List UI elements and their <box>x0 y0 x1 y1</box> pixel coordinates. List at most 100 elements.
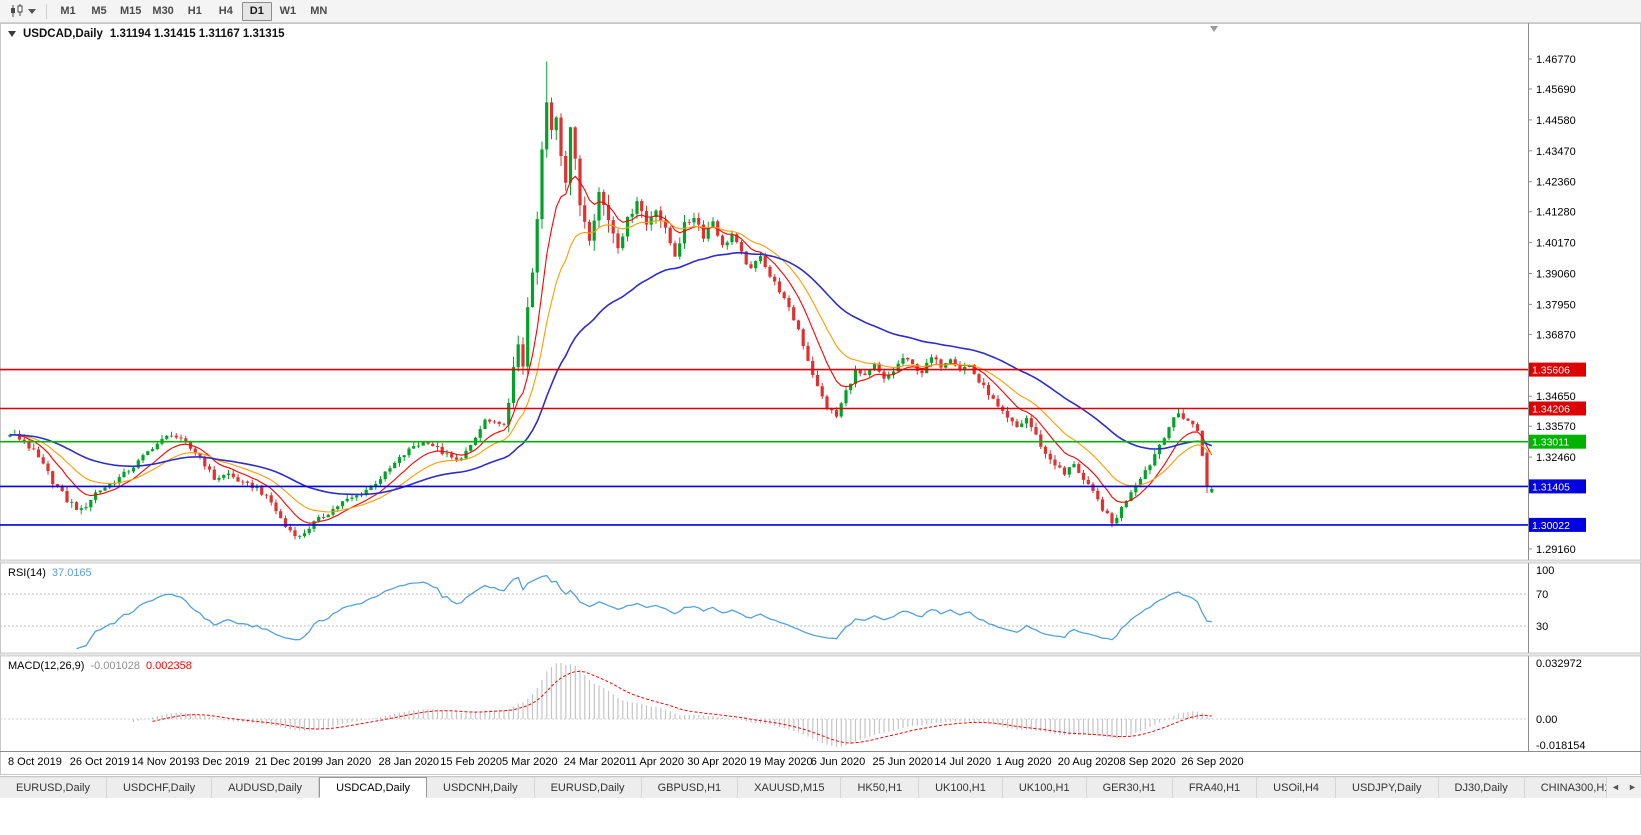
svg-text:1.33011: 1.33011 <box>1532 437 1569 449</box>
candles <box>8 61 1214 540</box>
splitter-macd[interactable] <box>0 652 1641 657</box>
svg-text:8 Oct 2019: 8 Oct 2019 <box>8 756 62 768</box>
svg-text:26 Sep 2020: 26 Sep 2020 <box>1181 756 1243 768</box>
svg-text:1.30022: 1.30022 <box>1532 520 1570 532</box>
splitter-rsi[interactable] <box>0 559 1641 564</box>
svg-text:11 Apr 2020: 11 Apr 2020 <box>626 756 685 768</box>
ma-line-45 <box>10 252 1213 496</box>
svg-text:1.32460: 1.32460 <box>1536 452 1576 464</box>
macd-label: MACD(12,26,9) -0.001028 0.002358 <box>8 660 192 672</box>
svg-text:3 Dec 2019: 3 Dec 2019 <box>193 756 249 768</box>
svg-text:1.39060: 1.39060 <box>1536 268 1576 280</box>
svg-text:14 Jul 2020: 14 Jul 2020 <box>934 756 991 768</box>
price-tag-1.34206 <box>1528 401 1586 416</box>
svg-text:70: 70 <box>1536 589 1548 601</box>
rsi-label: RSI(14) 37.0165 <box>8 567 92 579</box>
chart-tab[interactable]: USDCHF,Daily <box>106 777 213 798</box>
macd-panel: 0.032972 0.00 -0.018154 MACD(12,26,9) -0.001… <box>0 658 1586 752</box>
svg-text:1.29160: 1.29160 <box>1536 544 1576 556</box>
chart-tab[interactable]: DJ30,Daily <box>1438 777 1525 798</box>
svg-text:1.46770: 1.46770 <box>1536 54 1576 66</box>
svg-text:1.44580: 1.44580 <box>1536 115 1576 127</box>
timeframe-button-d1[interactable]: D1 <box>241 1 272 21</box>
svg-text:28 Jan 2020: 28 Jan 2020 <box>379 756 440 768</box>
svg-text:24 Mar 2020: 24 Mar 2020 <box>564 756 626 768</box>
toolbar-separator <box>46 3 47 19</box>
chart-tab[interactable]: USDCAD,Daily <box>319 777 428 798</box>
timeframe-button-m1[interactable]: M1 <box>60 4 76 17</box>
chart-tab-bar: EURUSD,Daily USDCHF,Daily AUDUSD,Daily USDC… <box>0 776 1641 798</box>
one-click-trading-toggle-icon[interactable] <box>8 31 16 37</box>
ma-line-9 <box>9 175 1213 524</box>
price-axis[interactable]: 1.46770 1.45690 1.44580 1.43470 1.42360 1.412… <box>1528 23 1576 751</box>
svg-text:1.31405: 1.31405 <box>1532 481 1570 493</box>
chart-tab[interactable]: USDCNH,Daily <box>427 777 535 798</box>
chart-window: USDCAD,Daily 1.31194 1.31415 1.31167 1.3… <box>0 23 1641 776</box>
chart-tab[interactable]: FRA40,H1 <box>1172 777 1258 798</box>
chart-tab[interactable]: USOil,H4 <box>1257 777 1337 798</box>
chart-tab[interactable]: GER30,H1 <box>1086 777 1173 798</box>
ma-line-18 <box>9 220 1213 513</box>
timeframe-button-h1[interactable]: H1 <box>187 4 202 17</box>
chart-tab[interactable]: UK100,H1 <box>1002 777 1087 798</box>
rsi-panel: 100 70 30 RSI(14) 37.0165 <box>0 565 1554 650</box>
tab-scroll-right-icon[interactable]: ► <box>1628 782 1637 792</box>
svg-text:-0.018154: -0.018154 <box>1536 740 1586 752</box>
svg-text:1.42360: 1.42360 <box>1536 177 1576 189</box>
svg-text:1.35606: 1.35606 <box>1532 365 1570 377</box>
chart-tab[interactable]: UK100,H1 <box>919 777 1003 798</box>
svg-text:0.032972: 0.032972 <box>1536 658 1582 670</box>
chart-tab[interactable]: CHINA300,H1 <box>1524 777 1628 798</box>
chart-ohlc-values: 1.31194 1.31415 1.31167 1.31315 <box>109 28 285 40</box>
chart-tab[interactable]: EURUSD,Daily <box>534 777 642 798</box>
svg-text:1.34206: 1.34206 <box>1532 404 1570 416</box>
svg-text:30: 30 <box>1536 621 1548 633</box>
timeframe-button-w1[interactable]: W1 <box>279 4 297 17</box>
svg-text:6 Jun 2020: 6 Jun 2020 <box>811 756 865 768</box>
chart-border <box>0 23 1641 775</box>
svg-text:1.36870: 1.36870 <box>1536 329 1576 341</box>
svg-text:9 Jan 2020: 9 Jan 2020 <box>317 756 371 768</box>
svg-text:14 Nov 2019: 14 Nov 2019 <box>132 756 194 768</box>
price-tag-1.31405 <box>1528 479 1586 494</box>
svg-text:1 Aug 2020: 1 Aug 2020 <box>996 756 1052 768</box>
svg-text:1.45690: 1.45690 <box>1536 84 1576 96</box>
date-axis[interactable]: 8 Oct 2019 26 Oct 2019 14 Nov 2019 3 Dec 20… <box>0 751 1641 769</box>
chart-tab[interactable]: EURUSD,Daily <box>0 777 107 798</box>
candlestick-chart-icon <box>11 4 23 17</box>
svg-text:0.00: 0.00 <box>1536 714 1557 726</box>
chart-tab[interactable]: XAUUSD,M15 <box>738 777 842 798</box>
price-tag-1.35606 <box>1528 362 1586 377</box>
svg-text:1.43470: 1.43470 <box>1536 146 1576 158</box>
svg-text:26 Oct 2019: 26 Oct 2019 <box>70 756 130 768</box>
chart-symbol-title: USDCAD,Daily <box>23 28 103 40</box>
price-tag-1.30022 <box>1528 517 1586 532</box>
svg-text:25 Jun 2020: 25 Jun 2020 <box>873 756 934 768</box>
svg-text:30 Apr 2020: 30 Apr 2020 <box>687 756 746 768</box>
timeframe-button-m15[interactable]: M15 <box>120 4 142 17</box>
chart-type-button[interactable] <box>5 2 40 20</box>
timeframe-button-m30[interactable]: M30 <box>152 4 174 17</box>
chart-tab[interactable]: USDJPY,Daily <box>1336 777 1439 798</box>
chart-tab[interactable]: AUDUSD,Daily <box>212 777 320 798</box>
svg-text:15 Feb 2020: 15 Feb 2020 <box>440 756 502 768</box>
top-toolbar: M1 M5 M15 M30 H1 H4 D1 W1 MN <box>0 0 1641 23</box>
price-tag-1.33011 <box>1528 434 1586 449</box>
chart-tab[interactable]: HK50,H1 <box>841 777 920 798</box>
tab-scroll-left-icon[interactable]: ◄ <box>1611 782 1620 792</box>
timeframe-button-h4[interactable]: H4 <box>218 4 233 17</box>
rsi-line <box>76 574 1212 650</box>
chart-type-dropdown-caret[interactable] <box>28 8 36 14</box>
price-chart-canvas[interactable]: 1.356061.342061.330111.314051.300221.467… <box>0 23 1641 776</box>
timeframe-button-m5[interactable]: M5 <box>91 4 107 17</box>
tab-scroll-arrows: ◄ ► <box>1606 777 1641 798</box>
chart-shift-marker-icon <box>1210 26 1218 32</box>
svg-text:1.40170: 1.40170 <box>1536 238 1576 250</box>
chart-tab[interactable]: GBPUSD,H1 <box>641 777 739 798</box>
svg-text:8 Sep 2020: 8 Sep 2020 <box>1120 756 1176 768</box>
moving-average-lines <box>9 175 1213 524</box>
svg-text:21 Dec 2019: 21 Dec 2019 <box>255 756 317 768</box>
svg-text:19 May 2020: 19 May 2020 <box>749 756 813 768</box>
svg-text:1.41280: 1.41280 <box>1536 207 1576 219</box>
timeframe-button-mn[interactable]: MN <box>310 4 328 17</box>
